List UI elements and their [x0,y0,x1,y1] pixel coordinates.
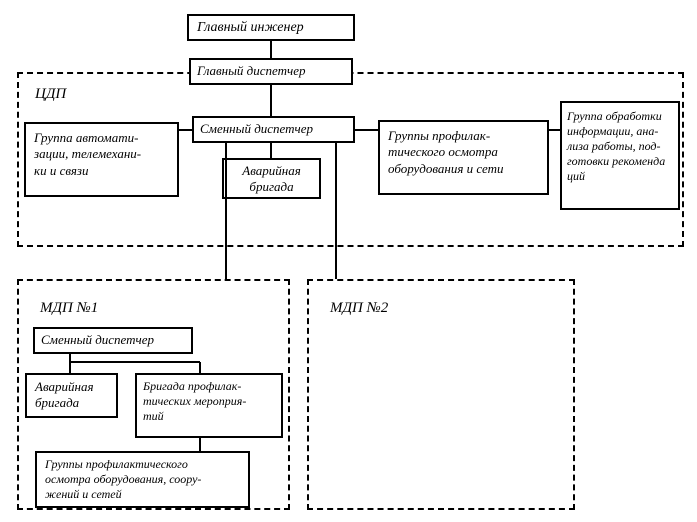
region-label-mdp2: МДП №2 [330,300,388,317]
node-preventive-groups: Группы профилак- тического осмотра обору… [378,120,549,195]
region-label-cdp: ЦДП [35,86,66,103]
label-info-group: Группа обработки информации, ана- лиза р… [562,103,678,190]
node-shift-dispatcher-top: Сменный диспетчер [192,116,355,143]
node-emergency-brigade-top: Аварийная бригада [222,158,321,199]
node-inspection-groups-mdp: Группы профилактического осмотра оборудо… [35,451,250,508]
node-automation-group: Группа автомати- зации, телемехани- ки и… [24,122,179,197]
label-chief-engineer: Главный инженер [189,16,353,40]
label-emergency-brigade-top: Аварийная бригада [224,160,319,199]
label-shift-dispatcher-top: Сменный диспетчер [194,118,353,140]
label-shift-dispatcher-mdp: Сменный диспетчер [35,329,191,351]
label-inspection-groups-mdp: Группы профилактического осмотра оборудо… [37,453,248,506]
label-emergency-brigade-mdp: Аварийная бригада [27,375,116,416]
node-chief-engineer: Главный инженер [187,14,355,41]
node-info-group: Группа обработки информации, ана- лиза р… [560,101,680,210]
node-preventive-brigade-mdp: Бригада профилак- тических мероприя- тий [135,373,283,438]
label-chief-dispatcher: Главный диспетчер [191,60,351,82]
label-preventive-groups: Группы профилак- тического осмотра обору… [380,122,547,183]
region-label-mdp1: МДП №1 [40,300,98,317]
node-emergency-brigade-mdp: Аварийная бригада [25,373,118,418]
label-preventive-brigade-mdp: Бригада профилак- тических мероприя- тий [137,375,281,428]
node-chief-dispatcher: Главный диспетчер [189,58,353,85]
label-automation-group: Группа автомати- зации, телемехани- ки и… [26,124,177,185]
node-shift-dispatcher-mdp: Сменный диспетчер [33,327,193,354]
